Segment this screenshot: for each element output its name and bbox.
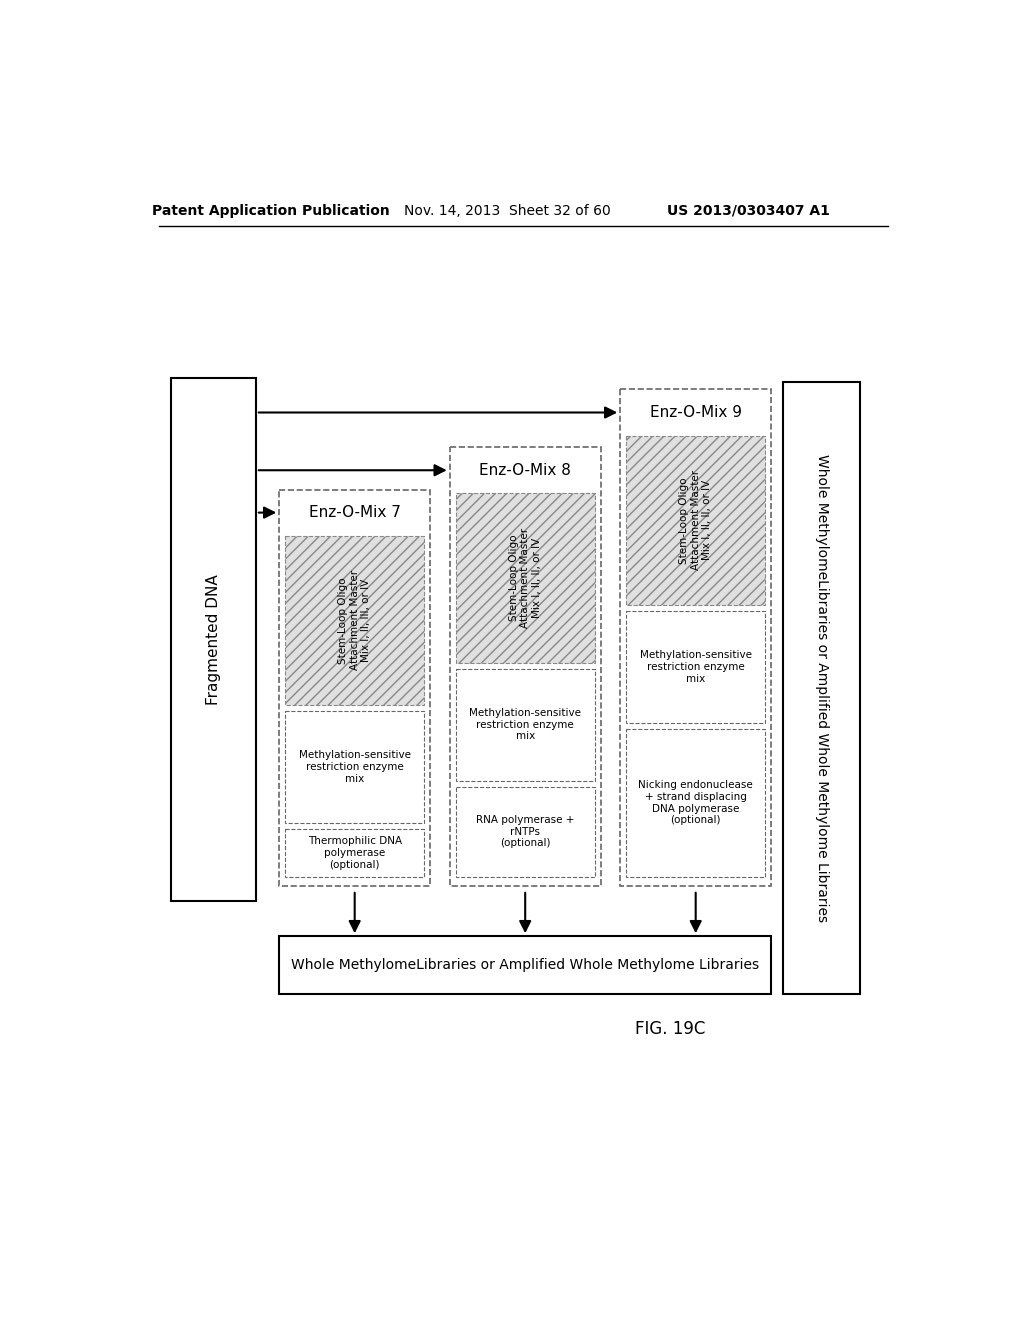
Text: Whole MethylomeLibraries or Amplified Whole Methylome Libraries: Whole MethylomeLibraries or Amplified Wh… xyxy=(815,454,828,921)
Bar xyxy=(286,536,424,705)
Bar xyxy=(783,381,860,994)
Text: Methylation-sensitive
restriction enzyme
mix: Methylation-sensitive restriction enzyme… xyxy=(469,708,582,742)
Bar xyxy=(456,494,595,663)
Text: Nov. 14, 2013  Sheet 32 of 60: Nov. 14, 2013 Sheet 32 of 60 xyxy=(404,203,611,218)
Bar xyxy=(286,829,424,876)
Bar xyxy=(280,936,771,994)
Text: Patent Application Publication: Patent Application Publication xyxy=(153,203,390,218)
Text: RNA polymerase +
rNTPs
(optional): RNA polymerase + rNTPs (optional) xyxy=(476,816,574,849)
Text: Stem-Loop Oligo
Attachment Master
Mix I, II, II, or IV: Stem-Loop Oligo Attachment Master Mix I,… xyxy=(509,528,542,628)
Text: Enz-O-Mix 7: Enz-O-Mix 7 xyxy=(309,506,400,520)
Text: Stem-Loop Oligo
Attachment Master
Mix I, II, III, or IV: Stem-Loop Oligo Attachment Master Mix I,… xyxy=(338,570,372,671)
Bar xyxy=(280,490,430,886)
Text: US 2013/0303407 A1: US 2013/0303407 A1 xyxy=(667,203,829,218)
Text: Nicking endonuclease
+ strand displacing
DNA polymerase
(optional): Nicking endonuclease + strand displacing… xyxy=(638,780,753,825)
Bar xyxy=(627,436,765,605)
Bar xyxy=(621,389,771,886)
Bar xyxy=(627,611,765,723)
Text: Stem-Loop Oligo
Attachment Master
Mix I, II, II, or IV: Stem-Loop Oligo Attachment Master Mix I,… xyxy=(679,470,713,570)
Bar xyxy=(171,378,256,902)
Text: Enz-O-Mix 9: Enz-O-Mix 9 xyxy=(649,405,741,420)
Text: FIG. 19C: FIG. 19C xyxy=(635,1019,706,1038)
Bar xyxy=(627,729,765,876)
Text: Whole MethylomeLibraries or Amplified Whole Methylome Libraries: Whole MethylomeLibraries or Amplified Wh… xyxy=(291,958,759,972)
Text: Thermophilic DNA
polymerase
(optional): Thermophilic DNA polymerase (optional) xyxy=(307,837,401,870)
Text: Methylation-sensitive
restriction enzyme
mix: Methylation-sensitive restriction enzyme… xyxy=(640,651,752,684)
Bar xyxy=(456,669,595,780)
Bar xyxy=(456,787,595,876)
Bar xyxy=(286,711,424,822)
Bar xyxy=(450,447,601,886)
Text: Enz-O-Mix 8: Enz-O-Mix 8 xyxy=(479,463,571,478)
Text: Methylation-sensitive
restriction enzyme
mix: Methylation-sensitive restriction enzyme… xyxy=(299,751,411,784)
Text: Fragmented DNA: Fragmented DNA xyxy=(206,574,221,705)
